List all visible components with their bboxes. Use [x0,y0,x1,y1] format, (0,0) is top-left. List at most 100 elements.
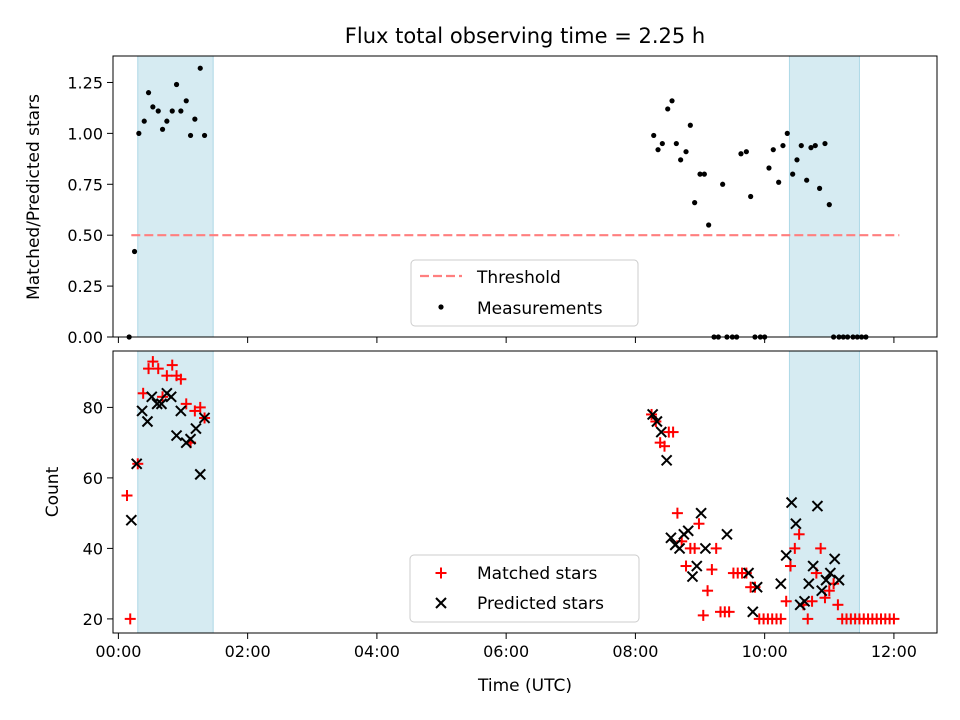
predicted-star-point [130,458,143,470]
legend-predicted-swatch [435,597,447,609]
matched-star-point [152,363,164,375]
matched-star-point [706,564,718,576]
predicted-star-point [136,405,148,417]
measurement-point [197,65,203,71]
matched-star-point [121,490,133,502]
matched-star-point [710,542,722,554]
measurement-point [683,149,689,155]
predicted-star-point [198,412,211,424]
matched-star-point [693,518,705,530]
top-legend: Threshold Measurements [410,259,639,327]
measurement-point [701,171,707,177]
predicted-star-point [807,560,819,572]
legend-frame [409,554,640,623]
matched-star-point [806,595,818,607]
x-tick-label: 02:00 [225,642,271,661]
matched-star-point [775,613,787,625]
measurement-point [790,171,796,177]
matched-star-point [802,613,814,625]
measurement-point [692,200,698,206]
predicted-star-point [785,496,798,509]
x-tick-label: 00:00 [95,642,141,661]
predicted-star-point [780,549,792,562]
matched-star-point [749,581,761,593]
predicted-star-point [811,500,824,512]
measurement-point [738,151,744,157]
measurement-point [784,130,790,136]
predicted-star-point [660,454,673,466]
legend-measurement-label: Measurements [477,299,603,319]
measurement-point [655,147,661,153]
matched-star-point [161,370,173,382]
legend-matched-label: Matched stars [477,564,597,584]
predicted-star-point [803,577,815,590]
predicted-star-point [833,574,845,586]
measurement-point [201,132,208,139]
measurement-point [706,222,712,228]
shaded-region [137,55,214,338]
measurement-point [136,130,142,136]
matched-star-point [658,440,670,452]
y-tick-label: 80 [83,398,103,417]
chart-title: Flux total observing time = 2.25 h [345,24,705,48]
matched-star-point [680,560,692,572]
matched-star-point [888,613,900,625]
matched-star-point [832,599,844,611]
y-tick-label: 0.50 [67,226,103,245]
shaded-region [788,350,860,634]
y-tick-label: 0.25 [67,277,103,296]
predicted-star-point [691,560,703,572]
bottom-shaded-regions [137,350,860,634]
measurement-point [183,98,189,104]
measurement-point [678,157,684,163]
measurement-point [145,90,152,96]
matched-star-point [823,585,835,597]
predicted-star-point [721,528,733,541]
matched-star-point [671,507,683,519]
measurement-point [178,108,184,114]
measurement-point [804,177,810,183]
matched-star-point [180,398,192,410]
matched-star-point [137,387,149,399]
measurement-point [164,118,170,124]
bottom-axes-frame [112,350,938,634]
matched-star-point [143,363,155,375]
top-axes-frame [112,55,938,338]
predicted-star-point [828,553,841,565]
x-axis-label: Time (UTC) [477,676,572,696]
matched-star-point [740,567,752,579]
measurement-point [155,108,161,114]
predicted-star-point [170,429,183,442]
legend-threshold-label: Threshold [476,268,561,288]
matched-star-point [689,542,701,554]
matched-star-point [667,426,679,438]
measurement-point [192,116,198,122]
legend-predicted-label: Predicted stars [477,594,604,614]
matched-star-point [194,401,206,413]
predicted-star-point [790,518,802,530]
y-tick-label: 60 [83,469,103,488]
y-tick-label: 0.00 [67,328,103,347]
measurement-point [187,132,194,139]
count-panel: 20 40 60 80 00:00 02:00 04:00 06:00 08:00 10:00 12… [43,350,938,696]
predicted-star-point [824,567,837,579]
matched-star-point [147,356,159,368]
top-axis-ticks: 0.00 0.25 0.50 0.75 1.00 1.25 [67,73,895,347]
measurement-point [798,142,804,149]
predicted-star-point [798,595,811,607]
count-points [121,356,900,625]
measurement-point [816,185,823,191]
measurement-point [794,157,800,163]
predicted-star-point [699,542,712,555]
predicted-star-point [651,415,663,428]
measurement-point [697,171,703,177]
predicted-star-point [665,532,677,544]
matched-star-point [697,609,709,621]
measurement-point [743,149,749,155]
predicted-star-point [190,422,202,435]
measurement-point [173,81,180,88]
predicted-star-point [194,468,206,481]
predicted-star-point [686,570,699,583]
predicted-star-point [816,584,828,597]
